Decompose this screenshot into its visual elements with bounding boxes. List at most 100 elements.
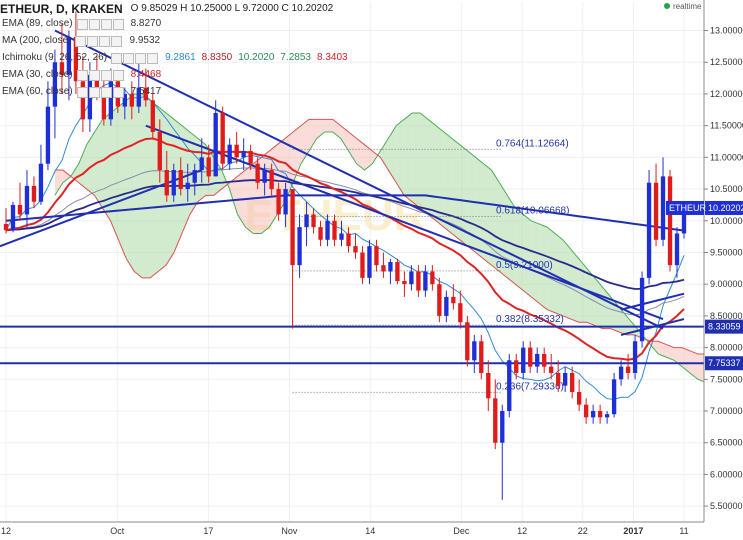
indicator-value: 9.9532 bbox=[129, 35, 161, 46]
ohlc-values: O 9.85029 H 10.25000 L 9.72000 C 10.2020… bbox=[130, 3, 334, 14]
indicator-row[interactable]: EMA (89, close) 8.8270 bbox=[2, 17, 161, 31]
candle bbox=[276, 182, 281, 221]
candle-body bbox=[374, 246, 379, 266]
indicator-name: EMA (60, close) bbox=[2, 86, 73, 97]
more-icon[interactable] bbox=[112, 86, 124, 98]
cloud-segment bbox=[364, 144, 373, 171]
candle-body bbox=[129, 93, 134, 107]
candle-body bbox=[311, 214, 316, 228]
indicator-value: 8.8270 bbox=[130, 18, 162, 29]
candle bbox=[171, 163, 176, 202]
candle bbox=[38, 144, 44, 205]
candle bbox=[451, 284, 456, 310]
cloud-segment bbox=[126, 93, 135, 272]
settings-icon[interactable] bbox=[88, 18, 100, 30]
candle bbox=[381, 252, 386, 278]
cloud-segment bbox=[578, 258, 587, 323]
candle bbox=[444, 290, 449, 323]
symbol-tag-bg bbox=[666, 200, 704, 215]
cloud-segment bbox=[650, 341, 659, 354]
cloud-segment bbox=[388, 125, 397, 183]
candle-body bbox=[94, 74, 100, 94]
candle-body bbox=[136, 87, 141, 107]
more-icon[interactable] bbox=[147, 52, 159, 64]
indicator-name: EMA (89, close) bbox=[2, 18, 73, 29]
cloud-segment bbox=[102, 112, 111, 221]
symbol-title[interactable]: ETHEUR, D, KRAKEN bbox=[0, 2, 123, 16]
candle bbox=[583, 398, 589, 424]
settings-icon[interactable] bbox=[88, 69, 100, 81]
more-icon[interactable] bbox=[111, 35, 123, 47]
close-icon[interactable] bbox=[100, 86, 112, 98]
indicator-row[interactable]: EMA (30, close) 8.4468 bbox=[2, 68, 161, 82]
cloud-segment bbox=[586, 268, 595, 326]
candle-body bbox=[346, 233, 351, 247]
candle-body bbox=[667, 176, 673, 266]
candle-body bbox=[24, 185, 30, 215]
indicator-value: 8.8350 bbox=[201, 52, 233, 63]
cloud-segment bbox=[396, 119, 405, 196]
price-tick-label: 11.00000 bbox=[710, 152, 743, 162]
candle-body bbox=[143, 87, 148, 101]
more-icon[interactable] bbox=[112, 69, 124, 81]
candle-body bbox=[576, 392, 582, 405]
close-icon[interactable] bbox=[100, 18, 112, 30]
candle-body bbox=[101, 93, 107, 120]
candle-body bbox=[262, 170, 267, 183]
price-tick-label: 12.50000 bbox=[710, 57, 743, 67]
candle bbox=[24, 170, 30, 228]
settings-icon[interactable] bbox=[87, 35, 99, 47]
indicator-row[interactable]: MA (200, close) 9.9532 bbox=[2, 34, 160, 48]
price-axis-bg bbox=[704, 0, 743, 540]
cloud-segment bbox=[348, 132, 357, 164]
candle-body bbox=[73, 36, 79, 82]
candle bbox=[465, 315, 470, 367]
candle-body bbox=[402, 281, 407, 285]
indicator-row[interactable]: EMA (60, close) 7.5417 bbox=[2, 85, 161, 99]
close-icon[interactable] bbox=[135, 52, 147, 64]
eye-icon[interactable] bbox=[111, 52, 123, 64]
close-icon[interactable] bbox=[100, 69, 112, 81]
candle bbox=[311, 208, 316, 234]
eye-icon[interactable] bbox=[76, 69, 88, 81]
cloud-segment bbox=[380, 138, 389, 171]
candle bbox=[374, 239, 379, 272]
candle bbox=[569, 366, 575, 399]
candle-body bbox=[597, 411, 603, 418]
candle bbox=[304, 201, 309, 247]
candle-body bbox=[549, 366, 554, 373]
cloud-segment bbox=[443, 132, 452, 234]
candle-body bbox=[339, 233, 344, 240]
cloud-segment bbox=[404, 112, 413, 202]
candle-body bbox=[80, 81, 86, 120]
indicator-name: Ichimoku (9, 26, 52, 26) bbox=[2, 52, 108, 63]
candle bbox=[283, 182, 288, 228]
price-tick-label: 9.00000 bbox=[710, 279, 743, 289]
indicator-row[interactable]: Ichimoku (9, 26, 52, 26) 9.2861 8.8350 10.2… bbox=[2, 51, 348, 65]
candle bbox=[136, 55, 141, 113]
price-tick-label: 7.50000 bbox=[710, 374, 743, 384]
candle-body bbox=[108, 81, 114, 120]
candle bbox=[500, 404, 505, 500]
candle-body bbox=[248, 151, 253, 164]
candle bbox=[269, 163, 274, 196]
settings-icon[interactable] bbox=[88, 86, 100, 98]
candle-body bbox=[381, 265, 386, 272]
settings-icon[interactable] bbox=[123, 52, 135, 64]
eye-icon[interactable] bbox=[76, 86, 88, 98]
cloud-segment bbox=[626, 315, 635, 335]
price-tick-label: 8.00000 bbox=[710, 343, 743, 353]
more-icon[interactable] bbox=[112, 18, 124, 30]
fib-level-label: 0.382(8.35332) bbox=[496, 314, 564, 325]
cloud-segment bbox=[689, 350, 698, 380]
close-icon[interactable] bbox=[99, 35, 111, 47]
candle bbox=[646, 170, 652, 285]
cloud-segment bbox=[308, 119, 317, 152]
candle bbox=[388, 258, 393, 285]
candle bbox=[227, 138, 232, 171]
candle bbox=[339, 220, 344, 247]
eye-icon[interactable] bbox=[76, 18, 88, 30]
cloud-segment bbox=[356, 138, 365, 171]
eye-icon[interactable] bbox=[75, 35, 87, 47]
